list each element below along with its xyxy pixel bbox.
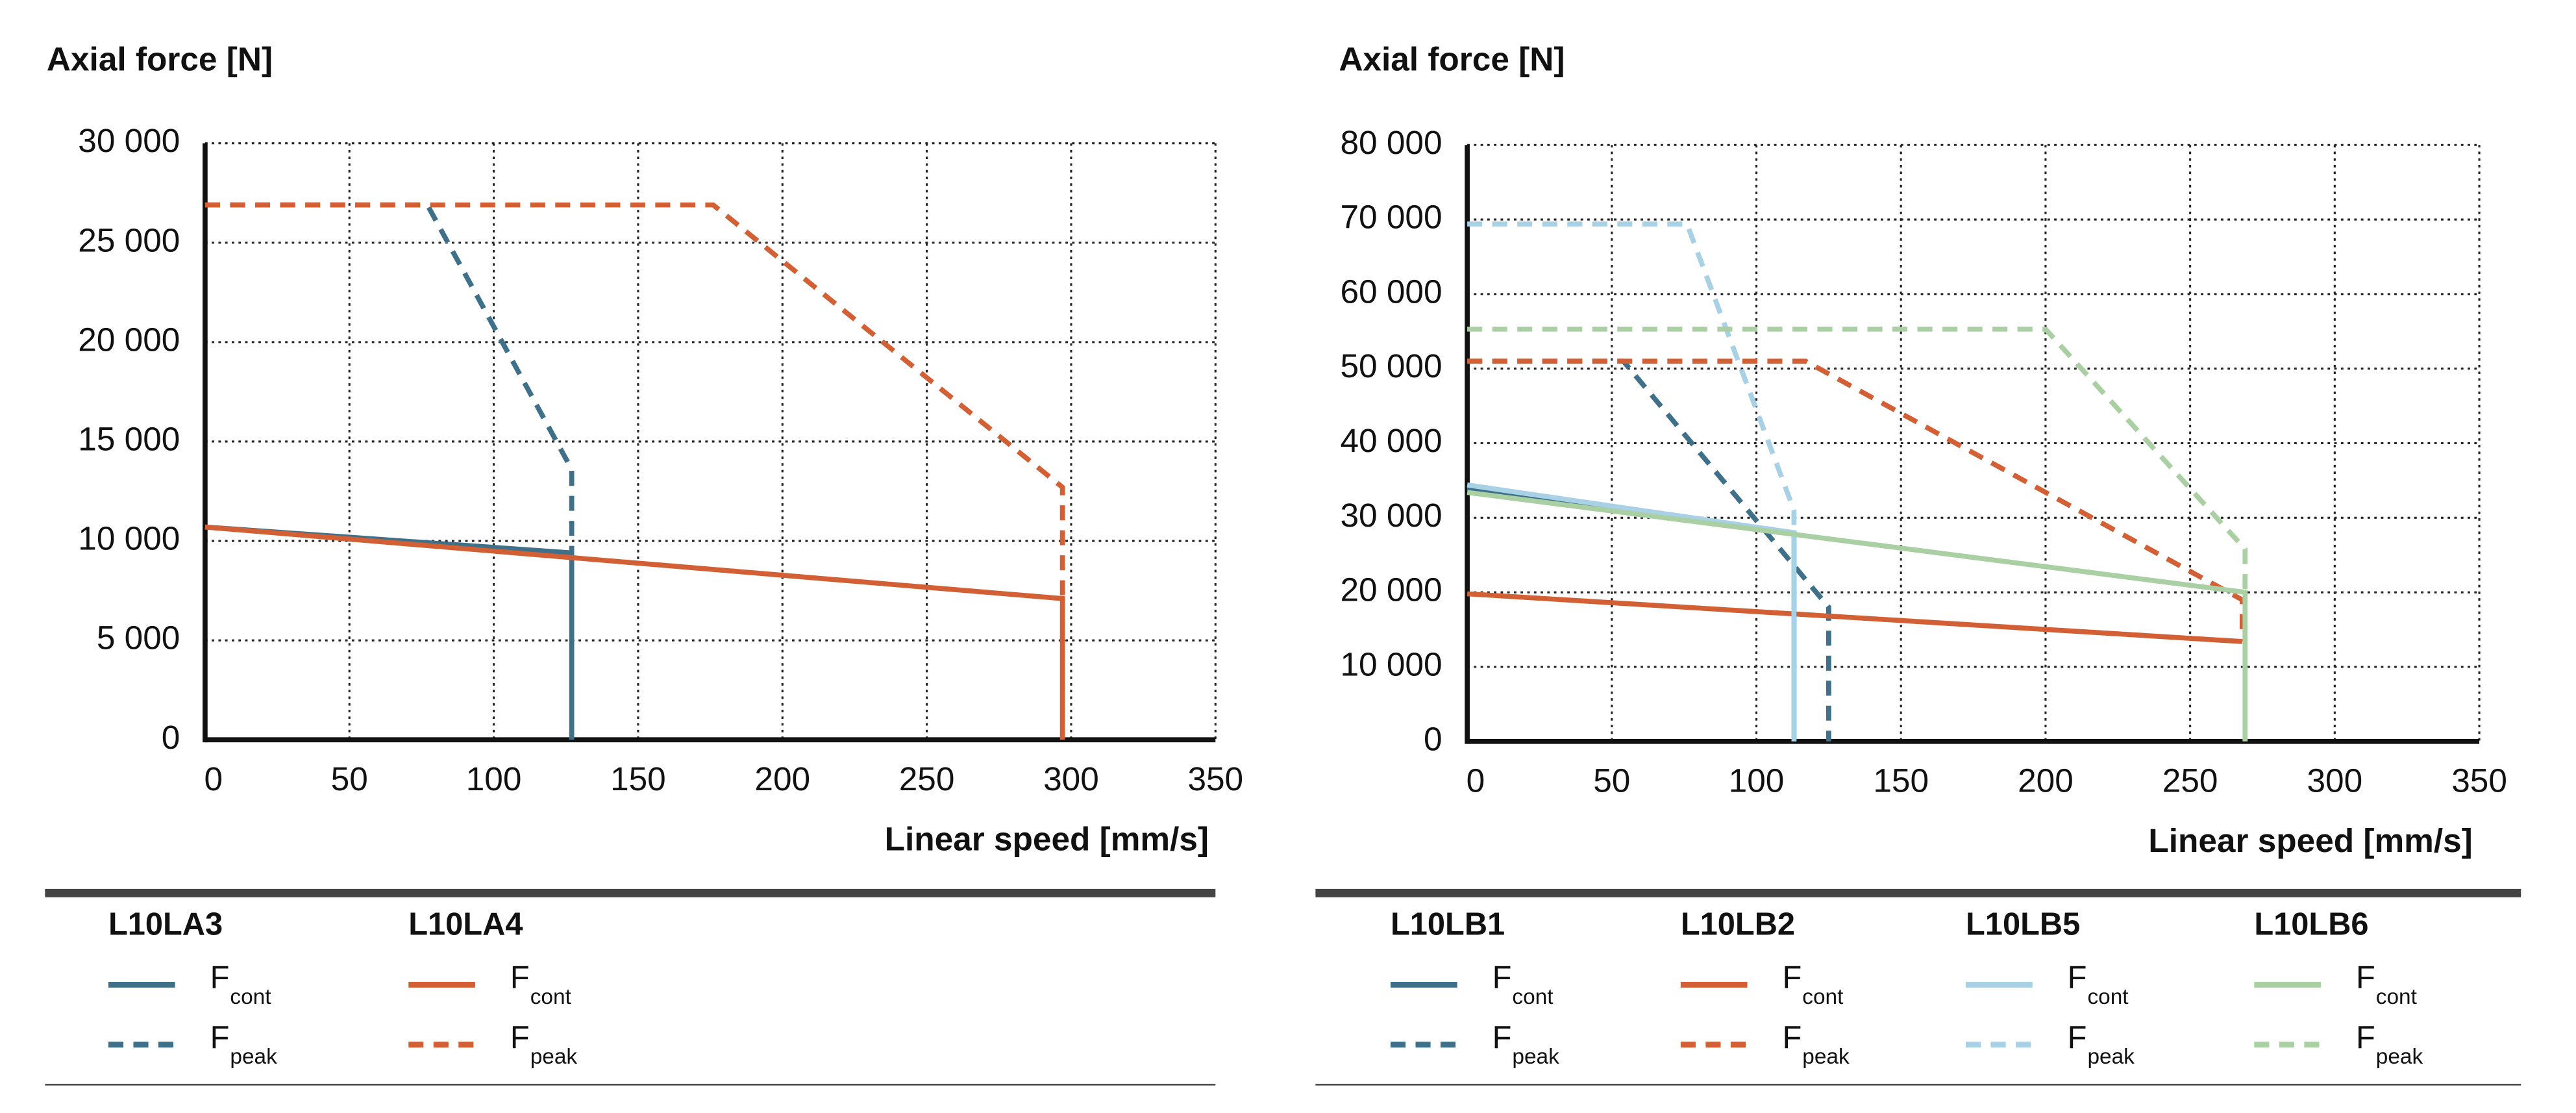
y-tick-label: 50 000 [1340, 347, 1442, 384]
legend-group-title: L10LA4 [408, 907, 523, 942]
legend-subscript: cont [2376, 985, 2418, 1009]
x-tick-label: 0 [1467, 762, 1485, 799]
legend-subscript: peak [1802, 1045, 1850, 1069]
legend-label: F [510, 960, 530, 995]
y-tick-label: 70 000 [1340, 199, 1442, 236]
legend-subscript: cont [2087, 985, 2129, 1009]
series-line [204, 524, 1065, 740]
x-tick-label: 250 [2162, 762, 2218, 799]
legend-label: F [210, 960, 230, 995]
x-tick-label: 100 [1729, 762, 1785, 799]
series-line [1467, 490, 2248, 742]
y-tick-label: 10 000 [78, 520, 180, 557]
legend-label: F [2068, 1020, 2087, 1055]
legend-label: F [2356, 1020, 2375, 1055]
legend-subscript: peak [2376, 1045, 2423, 1069]
legend-label: F [1782, 1020, 1802, 1055]
series-line [204, 202, 1065, 599]
y-tick-label: 15 000 [78, 421, 180, 458]
legend-subscript: cont [230, 985, 271, 1009]
x-tick-label: 250 [899, 760, 955, 797]
x-tick-label: 150 [610, 760, 666, 797]
y-tick-label: 5 000 [97, 619, 180, 657]
x-tick-label: 300 [1043, 760, 1099, 797]
y-tick-label: 40 000 [1340, 422, 1442, 459]
legend-subscript: cont [1512, 985, 1554, 1009]
legend-label: F [510, 1020, 530, 1055]
legend-label: F [2356, 960, 2375, 995]
legend-subscript: peak [230, 1045, 277, 1069]
y-tick-label: 30 000 [78, 122, 180, 159]
y-tick-label: 20 000 [1340, 571, 1442, 608]
x-tick-label: 100 [466, 760, 522, 797]
legend-subscript: peak [2087, 1045, 2135, 1069]
series-line [204, 202, 575, 553]
x-tick-label: 200 [2018, 762, 2074, 799]
legend-label: F [2068, 960, 2087, 995]
series-line [1467, 358, 1831, 742]
x-tick-label: 50 [1593, 762, 1630, 799]
chart-title: Axial force [N] [1339, 41, 1565, 78]
series-line [1467, 326, 2248, 593]
y-tick-label: 30 000 [1340, 497, 1442, 534]
x-axis-label: Linear speed [mm/s] [2148, 822, 2472, 859]
x-tick-label: 0 [204, 760, 223, 797]
series-line [1467, 221, 1797, 533]
legend-group-title: L10LB1 [1391, 907, 1505, 942]
y-tick-label: 0 [162, 719, 180, 756]
y-tick-label: 0 [1424, 720, 1443, 757]
y-tick-label: 20 000 [78, 321, 180, 358]
y-tick-label: 10 000 [1340, 646, 1442, 683]
chart-title: Axial force [N] [47, 41, 273, 78]
x-axis-label: Linear speed [mm/s] [885, 820, 1209, 857]
legend-label: F [210, 1020, 230, 1055]
x-tick-label: 350 [1187, 760, 1243, 797]
x-tick-label: 200 [754, 760, 810, 797]
series-line [204, 524, 575, 740]
legend-subscript: cont [530, 985, 572, 1009]
legend-label: F [1492, 1020, 1512, 1055]
x-tick-label: 350 [2451, 762, 2507, 799]
legend-group-title: L10LB2 [1681, 907, 1795, 942]
x-tick-label: 50 [331, 760, 368, 797]
y-tick-label: 25 000 [78, 221, 180, 258]
legend-group-title: L10LB5 [1966, 907, 2080, 942]
legend-group-title: L10LA3 [108, 907, 223, 942]
legend-subscript: cont [1802, 985, 1844, 1009]
y-tick-label: 80 000 [1340, 124, 1442, 161]
legend-subscript: peak [530, 1045, 578, 1069]
series-line [1467, 591, 2243, 644]
y-tick-label: 60 000 [1340, 273, 1442, 310]
series-line [1467, 358, 2245, 642]
legend-subscript: peak [1512, 1045, 1559, 1069]
x-tick-label: 150 [1873, 762, 1929, 799]
legend-label: F [1782, 960, 1802, 995]
legend-group-title: L10LB6 [2254, 907, 2368, 942]
x-tick-label: 300 [2307, 762, 2362, 799]
legend-label: F [1492, 960, 1512, 995]
